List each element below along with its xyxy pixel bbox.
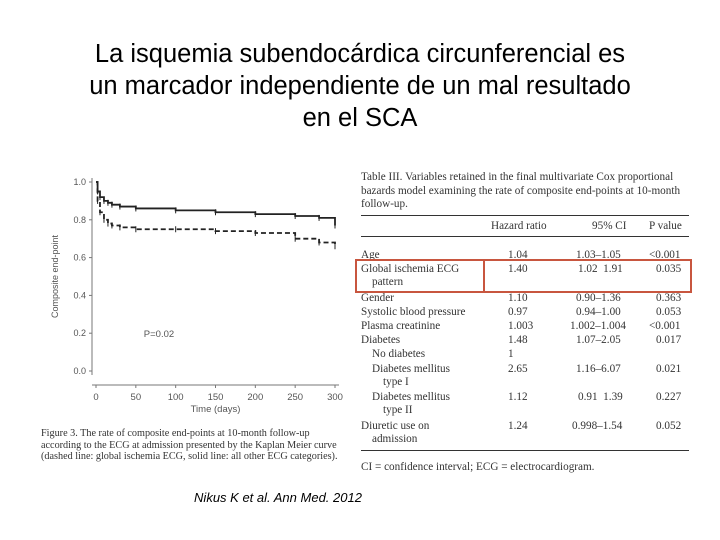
row-dm1-ci: 1.16–6.07 [576, 363, 621, 375]
y-tick-label: 0.2 [73, 328, 86, 338]
row-age-p: <0.001 [649, 249, 681, 261]
y-tick-label: 1.0 [73, 177, 86, 187]
highlight-box-left [355, 259, 485, 293]
y-tick-label: 0.4 [73, 290, 86, 300]
series-solid-line [96, 181, 336, 226]
row-diuretic-variable-cont: admission [372, 433, 418, 445]
series-dashed-line [96, 181, 336, 247]
header-hazard-ratio: Hazard ratio [491, 220, 547, 232]
row-creatinine-hr: 1.003 [508, 320, 534, 332]
row-diabetes-variable: Diabetes [361, 334, 401, 346]
row-gender-hr: 1.10 [508, 292, 528, 304]
row-diabetes-ci: 1.07–2.05 [576, 334, 621, 346]
row-sbp-hr: 0.97 [508, 306, 528, 318]
row-gender-p: 0.363 [656, 292, 682, 304]
row-sbp-variable: Systolic blood pressure [361, 306, 466, 318]
table-header-rule [361, 236, 689, 237]
row-no-diabetes-variable: No diabetes [372, 348, 426, 360]
title-line-3: en el SCA [302, 104, 418, 132]
row-dm1-variable: Diabetes mellitus [372, 363, 450, 375]
row-global-ischemia-hr: 1.40 [508, 263, 528, 275]
y-tick-label: 0.6 [73, 253, 86, 263]
table-title: Table III. Variables retained in the fin… [361, 171, 693, 212]
table-title-label: Table III. [361, 171, 403, 183]
row-diuretic-ci: 0.998–1.54 [572, 420, 623, 432]
row-dm1-hr: 2.65 [508, 363, 528, 375]
row-gender-variable: Gender [361, 292, 394, 304]
row-sbp-ci: 0.94–1.00 [576, 306, 621, 318]
x-tick-label: 300 [327, 392, 343, 403]
row-diabetes-p: 0.017 [656, 334, 682, 346]
figure-caption-text: The rate of composite end-points at 10-m… [41, 428, 338, 462]
header-ci: 95% CI [592, 220, 627, 232]
row-dm2-hr: 1.12 [508, 391, 528, 403]
row-age-hr: 1.04 [508, 249, 528, 261]
row-creatinine-p: <0.001 [649, 320, 681, 332]
header-p-value: P value [649, 220, 682, 232]
x-tick-label: 100 [168, 392, 184, 403]
row-no-diabetes-hr: 1 [508, 348, 514, 360]
row-dm2-ci: 0.91 1.39 [578, 391, 623, 403]
x-tick-label: 200 [247, 392, 263, 403]
row-creatinine-variable: Plasma creatinine [361, 320, 441, 332]
row-diabetes-hr: 1.48 [508, 334, 528, 346]
title-line-1: La isquemia subendocárdica circunferenci… [94, 40, 626, 68]
row-global-ischemia-p: 0.035 [656, 263, 682, 275]
x-axis-label: Time (days) [191, 404, 241, 415]
p-value-annotation: P=0.02 [144, 329, 174, 340]
citation: Nikus K et al. Ann Med. 2012 [194, 490, 362, 505]
table-bottom-rule [361, 450, 689, 451]
row-global-ischemia-ci: 1.02 1.91 [578, 263, 623, 275]
kaplan-meier-chart: 0.0 0.2 0.4 0.6 0.8 1.0 0 50 100 150 200 250 300 Comp… [50, 177, 343, 415]
table-footnote: CI = confidence interval; ECG = electroc… [361, 461, 595, 473]
row-sbp-p: 0.053 [656, 306, 682, 318]
row-dm2-p: 0.227 [656, 391, 682, 403]
figure-caption-label: Figure 3. [41, 428, 78, 439]
highlight-box-right [479, 259, 692, 293]
y-tick-label: 0.8 [73, 215, 86, 225]
title-line-2: un marcador independiente de un mal resu… [89, 72, 631, 100]
row-creatinine-ci: 1.002–1.004 [570, 320, 626, 332]
row-diuretic-hr: 1.24 [508, 420, 528, 432]
figure-caption: Figure 3. The rate of composite end-poin… [41, 428, 345, 463]
row-dm1-variable-cont: type I [383, 376, 409, 388]
row-dm2-variable: Diabetes mellitus [372, 391, 450, 403]
x-tick-label: 150 [208, 392, 224, 403]
row-age-ci: 1.03–1.05 [576, 249, 621, 261]
y-tick-label: 0.0 [73, 366, 86, 376]
row-dm1-p: 0.021 [656, 363, 682, 375]
row-diuretic-variable: Diuretic use on [361, 420, 430, 432]
slide-title: La isquemia subendocárdica circunferenci… [0, 38, 720, 134]
x-tick-label: 50 [131, 392, 142, 403]
y-axis-label: Composite end-point [50, 234, 60, 318]
x-tick-label: 250 [287, 392, 303, 403]
row-dm2-variable-cont: type II [383, 404, 413, 416]
x-tick-label: 0 [93, 392, 98, 403]
row-global-ischemia-variable: Global ischemia ECG [361, 263, 460, 275]
table-title-text: Variables retained in the final multivar… [361, 171, 681, 211]
row-global-ischemia-variable-cont: pattern [372, 276, 404, 288]
row-diuretic-p: 0.052 [656, 420, 682, 432]
row-age-variable: Age [361, 249, 380, 261]
row-gender-ci: 0.90–1.36 [576, 292, 621, 304]
table-top-rule [361, 215, 689, 216]
